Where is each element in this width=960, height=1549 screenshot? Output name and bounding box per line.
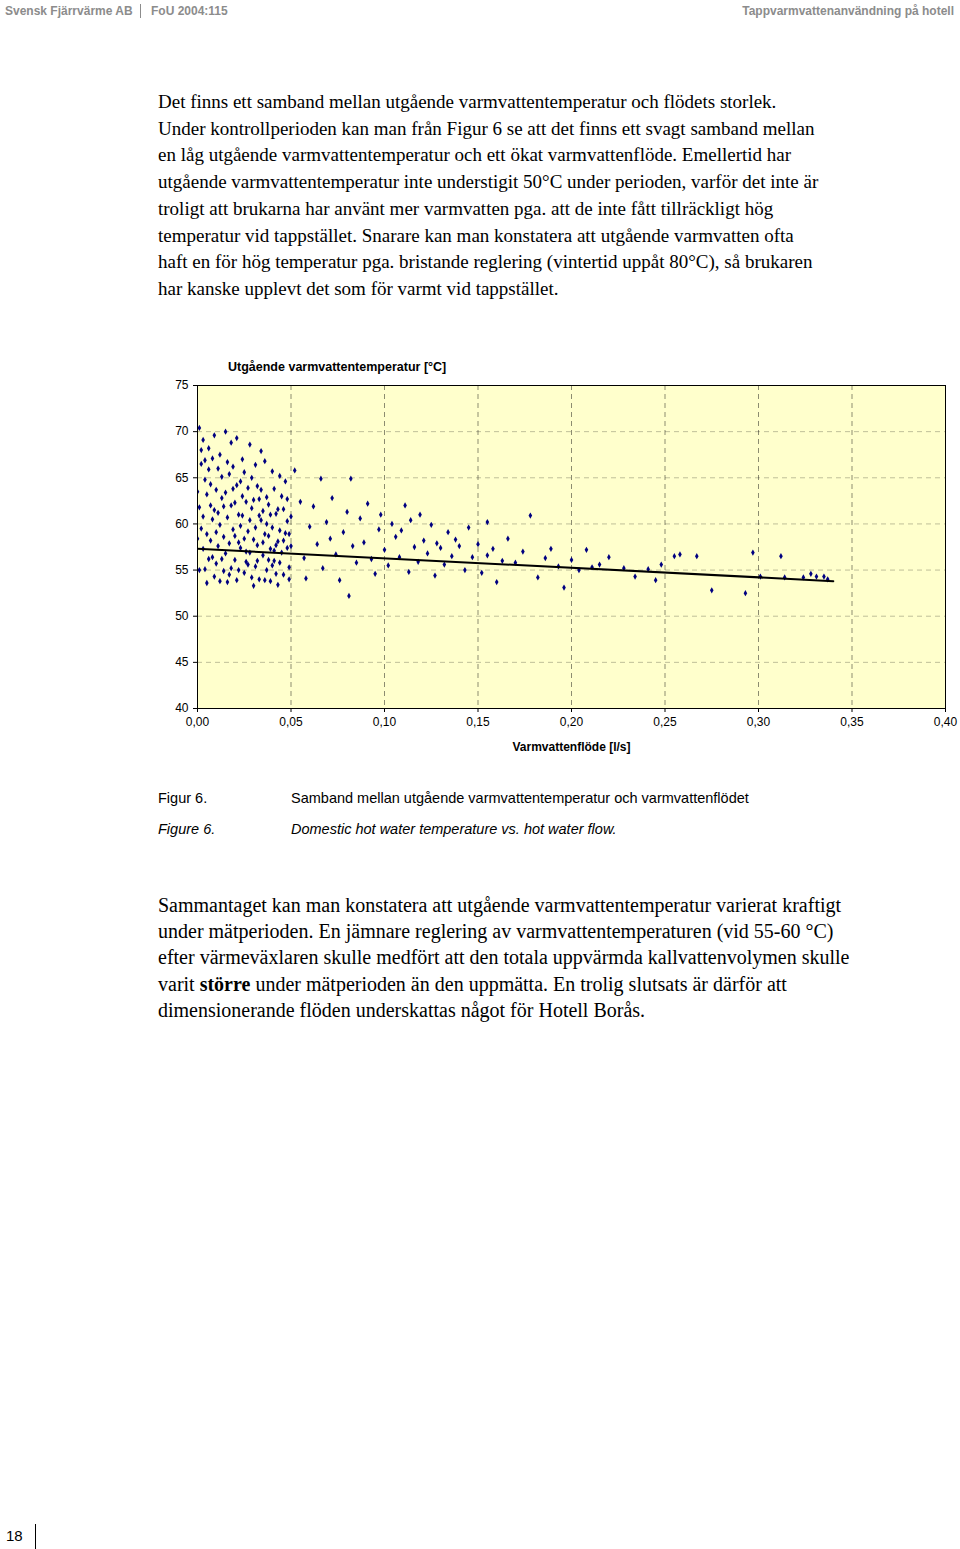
- svg-text:40: 40: [175, 701, 189, 715]
- html-text:Domestic hot water temperature: Domestic hot water temperature vs. hot w…: [291, 821, 617, 837]
- html-text:haft en för hög temperatur pga: haft en för hög temperatur pga. bristand…: [158, 251, 813, 273]
- html-text:18: 18: [6, 1527, 23, 1544]
- svg-text:0,10: 0,10: [373, 715, 397, 729]
- svg-text:55: 55: [175, 563, 189, 577]
- svg-text:0,35: 0,35: [840, 715, 864, 729]
- html-text:utgående varmvattentemperatur: utgående varmvattentemperatur inte under…: [158, 171, 819, 193]
- html-text:Svensk Fjärrvärme AB: Svensk Fjärrvärme AB: [5, 4, 133, 18]
- html-text:troligt att brukarna har använ: troligt att brukarna har använt mer varm…: [158, 197, 774, 219]
- svg-text:0,30: 0,30: [747, 715, 771, 729]
- html-text:Utgående varmvattentemperatur: Utgående varmvattentemperatur [°C]: [228, 360, 447, 374]
- html-text:en låg utgående varmvattentemp: en låg utgående varmvattentemperatur och…: [158, 144, 792, 166]
- html-text:Samband mellan utgående varmva: Samband mellan utgående varmvattentemper…: [291, 790, 749, 806]
- svg-text:Varmvattenflöde [l/s]: Varmvattenflöde [l/s]: [512, 740, 630, 754]
- html-text:temperatur vid tappstället. Sn: temperatur vid tappstället. Snarare kan …: [158, 224, 794, 246]
- svg-text:50: 50: [175, 609, 189, 623]
- svg-text:75: 75: [175, 378, 189, 392]
- svg-text:0,15: 0,15: [466, 715, 490, 729]
- html-text:Figure 6.: Figure 6.: [158, 821, 216, 837]
- svg-text:0,25: 0,25: [653, 715, 677, 729]
- html-text:under mätperioden. En jämnare: under mätperioden. En jämnare reglering …: [158, 920, 834, 943]
- html-text:Under kontrollperioden kan man: Under kontrollperioden kan man från Figu…: [158, 117, 815, 139]
- svg-text:60: 60: [175, 517, 189, 531]
- svg-text:0,20: 0,20: [560, 715, 584, 729]
- html-text:Figur 6.: Figur 6.: [158, 790, 208, 806]
- svg-text:45: 45: [175, 655, 189, 669]
- html-text:Tappvarmvattenanvändning på ho: Tappvarmvattenanvändning på hotell: [742, 4, 954, 18]
- html-text:har kanske upplevt det som för: har kanske upplevt det som för varmt vid…: [158, 277, 559, 299]
- svg-text:0,40: 0,40: [934, 715, 958, 729]
- html-text:Det finns ett samband mellan u: Det finns ett samband mellan utgående va…: [158, 91, 777, 112]
- svg-text:70: 70: [175, 424, 189, 438]
- svg-text:0,00: 0,00: [186, 715, 210, 729]
- html-text:dimensionerande flöden undersk: dimensionerande flöden underskattas någo…: [158, 998, 646, 1021]
- svg-text:0,05: 0,05: [279, 715, 303, 729]
- html-text:varit större under mätperioden: varit större under mätperioden än den up…: [158, 972, 787, 995]
- html-text:FoU 2004:115: FoU 2004:115: [151, 4, 228, 18]
- html-text:Sammantaget kan man konstatera: Sammantaget kan man konstatera att utgåe…: [158, 894, 841, 916]
- html-text:efter värmeväxlaren skulle med: efter värmeväxlaren skulle medfört att d…: [158, 946, 850, 969]
- svg-text:65: 65: [175, 471, 189, 485]
